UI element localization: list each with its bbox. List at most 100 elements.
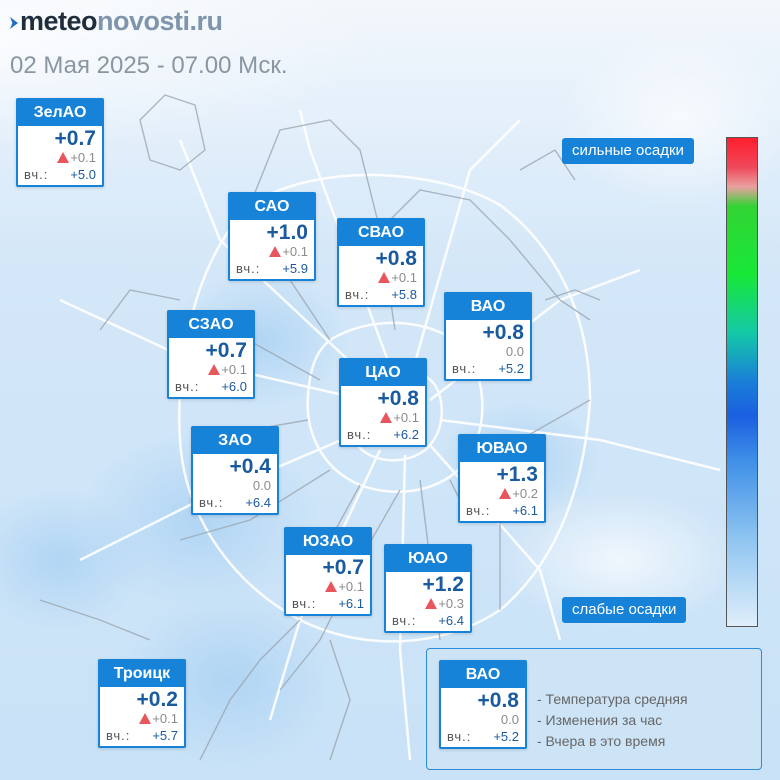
hourly-change-value: +0.1 xyxy=(221,362,247,377)
legend-item-average-temperature: - Температура средняя xyxy=(537,691,688,707)
rise-triangle-icon xyxy=(499,488,512,499)
yesterday-temperature: +5.2 xyxy=(493,729,519,744)
rise-triangle-icon xyxy=(425,598,438,609)
average-temperature: +0.8 xyxy=(375,247,417,270)
yesterday-row: вч.: +5.0 xyxy=(18,166,102,185)
average-temperature: +0.4 xyxy=(229,455,271,478)
yesterday-temperature: +5.7 xyxy=(152,728,178,743)
yesterday-row: вч.: +6.4 xyxy=(386,612,470,631)
hourly-change: +0.1 xyxy=(100,711,184,727)
district-card-troitsk: Троицк +0.2 +0.1 вч.: +5.7 xyxy=(98,659,186,748)
hourly-change-value: +0.3 xyxy=(438,596,464,611)
hourly-change-value: +0.1 xyxy=(70,150,96,165)
rise-triangle-icon xyxy=(380,412,393,423)
hourly-change-value: +0.1 xyxy=(282,244,308,259)
hourly-change-value: 0.0 xyxy=(500,712,519,727)
yesterday-label: вч.: xyxy=(392,613,417,628)
yesterday-label: вч.: xyxy=(236,261,261,276)
yesterday-label: вч.: xyxy=(347,427,372,442)
average-temperature: +0.2 xyxy=(136,688,178,711)
logo-text-novosti: novosti.ru xyxy=(97,6,223,36)
district-name: ЮВАО xyxy=(460,436,544,462)
yesterday-temperature: +5.0 xyxy=(70,167,96,182)
hourly-change-value: +0.2 xyxy=(512,486,538,501)
hourly-change: +0.1 xyxy=(286,579,370,595)
average-temperature: +1.3 xyxy=(496,463,538,486)
rise-triangle-icon xyxy=(208,364,221,375)
yesterday-row: вч.: +5.2 xyxy=(446,360,530,379)
yesterday-temperature: +5.8 xyxy=(391,287,417,302)
rise-triangle-icon xyxy=(325,581,338,592)
district-name: ЮЗАО xyxy=(286,529,370,555)
district-name: СЗАО xyxy=(169,312,253,338)
district-name: ВАО xyxy=(446,294,530,320)
district-card-zao: ЗАО +0.4 0.0 вч.: +6.4 xyxy=(191,426,279,515)
hourly-change-value: +0.1 xyxy=(391,270,417,285)
average-temperature: +1.2 xyxy=(422,573,464,596)
average-temperature: +0.8 xyxy=(377,387,419,410)
light-precipitation-label: слабые осадки xyxy=(562,597,687,623)
yesterday-temperature: +6.1 xyxy=(338,596,364,611)
legend-panel: ВАО +0.8 0.0 вч.: +5.2 - Температура средняя… xyxy=(426,648,762,770)
hourly-change: 0.0 xyxy=(446,344,530,360)
district-card-yuvao: ЮВАО +1.3 +0.2 вч.: +6.1 xyxy=(458,434,546,523)
hourly-change: +0.1 xyxy=(169,362,253,378)
district-name: ЗелАО xyxy=(18,100,102,126)
district-card-svao: СВАО +0.8 +0.1 вч.: +5.8 xyxy=(337,218,425,307)
average-temperature: +0.7 xyxy=(322,556,364,579)
hourly-change-value: 0.0 xyxy=(505,344,524,359)
district-card-yuao: ЮАО +1.2 +0.3 вч.: +6.4 xyxy=(384,544,472,633)
yesterday-temperature: +6.2 xyxy=(393,427,419,442)
legend-sample-card: ВАО +0.8 0.0 вч.: +5.2 xyxy=(439,660,527,749)
hourly-change-value: +0.1 xyxy=(338,579,364,594)
yesterday-temperature: +5.2 xyxy=(498,361,524,376)
district-name: ЗАО xyxy=(193,428,277,454)
legend-item-yesterday: - Вчера в это время xyxy=(537,733,666,749)
district-card-szao: СЗАО +0.7 +0.1 вч.: +6.0 xyxy=(167,310,255,399)
yesterday-label: вч.: xyxy=(292,596,317,611)
yesterday-row: вч.: +6.0 xyxy=(169,378,253,397)
hourly-change: +0.1 xyxy=(230,244,314,260)
yesterday-temperature: +6.0 xyxy=(221,379,247,394)
logo-text-meteo: meteo xyxy=(20,6,98,36)
logo-mark-icon xyxy=(10,17,18,29)
rise-triangle-icon xyxy=(139,713,152,724)
rise-triangle-icon xyxy=(57,152,70,163)
legend-item-hourly-change: - Изменения за час xyxy=(537,712,663,728)
yesterday-row: вч.: +5.2 xyxy=(441,728,525,747)
yesterday-row: вч.: +6.4 xyxy=(193,494,277,513)
yesterday-label: вч.: xyxy=(345,287,370,302)
yesterday-label: вч.: xyxy=(106,728,131,743)
yesterday-temperature: +6.1 xyxy=(512,503,538,518)
average-temperature: +0.8 xyxy=(477,689,519,712)
yesterday-label: вч.: xyxy=(24,167,49,182)
average-temperature: +0.7 xyxy=(54,127,96,150)
hourly-change: +0.2 xyxy=(460,486,544,502)
hourly-change-value: +0.1 xyxy=(393,410,419,425)
rise-triangle-icon xyxy=(378,272,391,283)
yesterday-label: вч.: xyxy=(199,495,224,510)
rise-triangle-icon xyxy=(269,246,282,257)
average-temperature: +1.0 xyxy=(266,221,308,244)
yesterday-label: вч.: xyxy=(452,361,477,376)
hourly-change: +0.3 xyxy=(386,596,470,612)
district-name: САО xyxy=(230,194,314,220)
hourly-change: +0.1 xyxy=(18,150,102,166)
heavy-precipitation-label: сильные осадки xyxy=(562,138,694,164)
average-temperature: +0.7 xyxy=(205,339,247,362)
hourly-change-value: +0.1 xyxy=(152,711,178,726)
forecast-datetime: 02 Мая 2025 - 07.00 Мск. xyxy=(10,52,288,79)
average-temperature: +0.8 xyxy=(482,321,524,344)
yesterday-label: вч.: xyxy=(175,379,200,394)
district-card-yuzao: ЮЗАО +0.7 +0.1 вч.: +6.1 xyxy=(284,527,372,616)
legend-list: - Температура средняя - Изменения за час… xyxy=(537,689,688,752)
hourly-change: 0.0 xyxy=(441,712,525,728)
yesterday-row: вч.: +5.7 xyxy=(100,727,184,746)
yesterday-row: вч.: +5.9 xyxy=(230,260,314,279)
yesterday-row: вч.: +6.2 xyxy=(341,426,425,445)
district-card-zelao: ЗелАО +0.7 +0.1 вч.: +5.0 xyxy=(16,98,104,187)
yesterday-row: вч.: +5.8 xyxy=(339,286,423,305)
hourly-change: +0.1 xyxy=(339,270,423,286)
district-card-tsao: ЦАО +0.8 +0.1 вч.: +6.2 xyxy=(339,358,427,447)
district-card-sao: САО +1.0 +0.1 вч.: +5.9 xyxy=(228,192,316,281)
